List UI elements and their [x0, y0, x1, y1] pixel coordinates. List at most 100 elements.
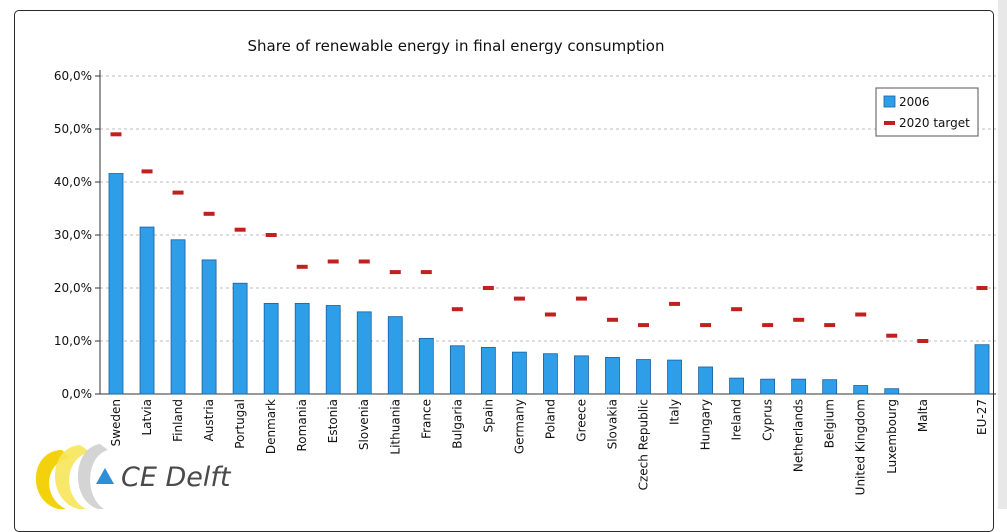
x-category-label: Poland	[543, 399, 557, 439]
bar-2006	[511, 351, 527, 395]
target-2020-marker	[824, 323, 836, 328]
bar-2006	[232, 282, 248, 395]
bar-2006	[791, 378, 807, 395]
bar-2006	[263, 302, 279, 395]
x-category-label: Austria	[202, 399, 216, 441]
target-2020-marker	[544, 312, 556, 317]
target-2020-marker	[110, 132, 122, 137]
bar-2006	[667, 359, 682, 395]
bar-2006	[884, 388, 900, 395]
target-2020-marker	[793, 317, 805, 322]
x-category-label: Estonia	[326, 399, 340, 443]
legend-label-2020-target: 2020 target	[899, 116, 970, 130]
bar-2006	[853, 385, 869, 395]
x-category-label: Hungary	[699, 399, 713, 450]
bar-2006	[698, 366, 713, 395]
bar-2006	[729, 377, 744, 395]
bar-2006	[418, 337, 434, 395]
gridlines	[100, 75, 996, 342]
target-2020-marker	[451, 307, 463, 312]
x-axis-categories: Sweden Latvia Finland Austria Portugal Denmar…	[109, 399, 989, 495]
x-category-label: Finland	[171, 399, 185, 442]
legend: 2006 2020 target	[875, 87, 979, 137]
x-category-label: Portugal	[233, 399, 247, 449]
y-tick-label: 10,0%	[54, 334, 92, 348]
x-category-label: France	[419, 399, 433, 439]
x-category-label: Romania	[295, 399, 309, 451]
x-category-label: Czech Republic	[637, 399, 651, 490]
y-tick-label: 50,0%	[54, 122, 92, 136]
bar-2006	[480, 346, 496, 395]
legend-swatch-2020-target	[884, 121, 895, 125]
x-category-label: Italy	[668, 399, 682, 425]
target-2020-marker	[389, 270, 401, 275]
bar-2006	[605, 357, 620, 395]
bar-2006	[325, 305, 341, 395]
target-2020-marker	[203, 211, 215, 216]
target-2020-marker	[327, 259, 339, 264]
target-2020-marker	[669, 301, 681, 306]
target-2020-marker	[976, 286, 988, 290]
target-2020-marker	[141, 169, 153, 174]
target-2020-marker	[886, 333, 898, 338]
y-tick-label: 20,0%	[54, 281, 92, 295]
target-2020-marker	[234, 227, 246, 232]
logo-triangle-icon	[96, 468, 114, 484]
x-category-label: EU-27	[975, 399, 989, 435]
x-category-label: Sweden	[109, 399, 123, 446]
logo-swirl-grey	[77, 444, 108, 509]
x-category-label: Cyprus	[761, 399, 775, 441]
x-category-label: Latvia	[140, 399, 154, 436]
target-2020-marker	[265, 233, 277, 237]
x-category-label: Slovenia	[357, 399, 371, 450]
x-category-label: Slovakia	[605, 399, 619, 449]
target-2020-marker	[172, 190, 184, 195]
bar-2006	[822, 379, 838, 395]
x-category-label: Netherlands	[792, 399, 806, 472]
bar-2006	[139, 226, 155, 395]
bar-2006	[356, 311, 372, 395]
target-2020-marker	[638, 323, 650, 328]
y-axis-ticks: 0,0% 10,0% 20,0% 30,0% 40,0% 50,0% 60,0%	[54, 69, 100, 401]
legend-label-2006: 2006	[899, 95, 930, 109]
targets-2020	[110, 132, 988, 343]
bar-2006	[636, 359, 651, 395]
y-tick-label: 0,0%	[62, 387, 93, 401]
target-2020-marker	[731, 307, 743, 312]
bar-2006	[294, 302, 310, 395]
bar-2006	[543, 353, 558, 395]
target-2020-marker	[296, 264, 308, 269]
x-category-label: Luxembourg	[885, 399, 899, 474]
logo-wordmark: CE Delft	[121, 462, 232, 493]
x-category-label: Belgium	[823, 399, 837, 448]
target-2020-marker	[513, 296, 525, 301]
x-category-label: Lithuania	[388, 399, 402, 455]
x-category-label: Germany	[512, 399, 526, 454]
logo-swirl-yellow-2	[54, 445, 90, 509]
chart-title: Share of renewable energy in final energ…	[248, 37, 665, 55]
logo-swirl-yellow	[35, 450, 70, 509]
target-2020-marker	[358, 259, 370, 264]
bar-2006	[974, 344, 990, 395]
y-tick-label: 40,0%	[54, 175, 92, 189]
bar-2006	[201, 259, 217, 395]
target-2020-marker	[482, 286, 494, 290]
target-2020-marker	[420, 270, 432, 275]
bars-2006	[108, 173, 990, 395]
x-category-label: Ireland	[730, 399, 744, 441]
target-2020-marker	[855, 312, 867, 317]
x-category-label: Bulgaria	[450, 399, 464, 449]
target-2020-marker	[606, 317, 618, 322]
target-2020-marker	[762, 323, 774, 328]
page-edge	[998, 0, 1007, 509]
bar-2006	[760, 378, 776, 395]
bar-2006	[170, 239, 186, 395]
target-2020-marker	[917, 339, 929, 343]
bar-2006	[449, 345, 465, 395]
y-tick-label: 60,0%	[54, 69, 92, 83]
x-category-label: Greece	[574, 399, 588, 442]
bar-2006	[574, 355, 589, 395]
bar-2006	[108, 173, 124, 395]
renewable-energy-chart: Share of renewable energy in final energ…	[35, 37, 996, 509]
target-2020-marker	[700, 323, 712, 328]
